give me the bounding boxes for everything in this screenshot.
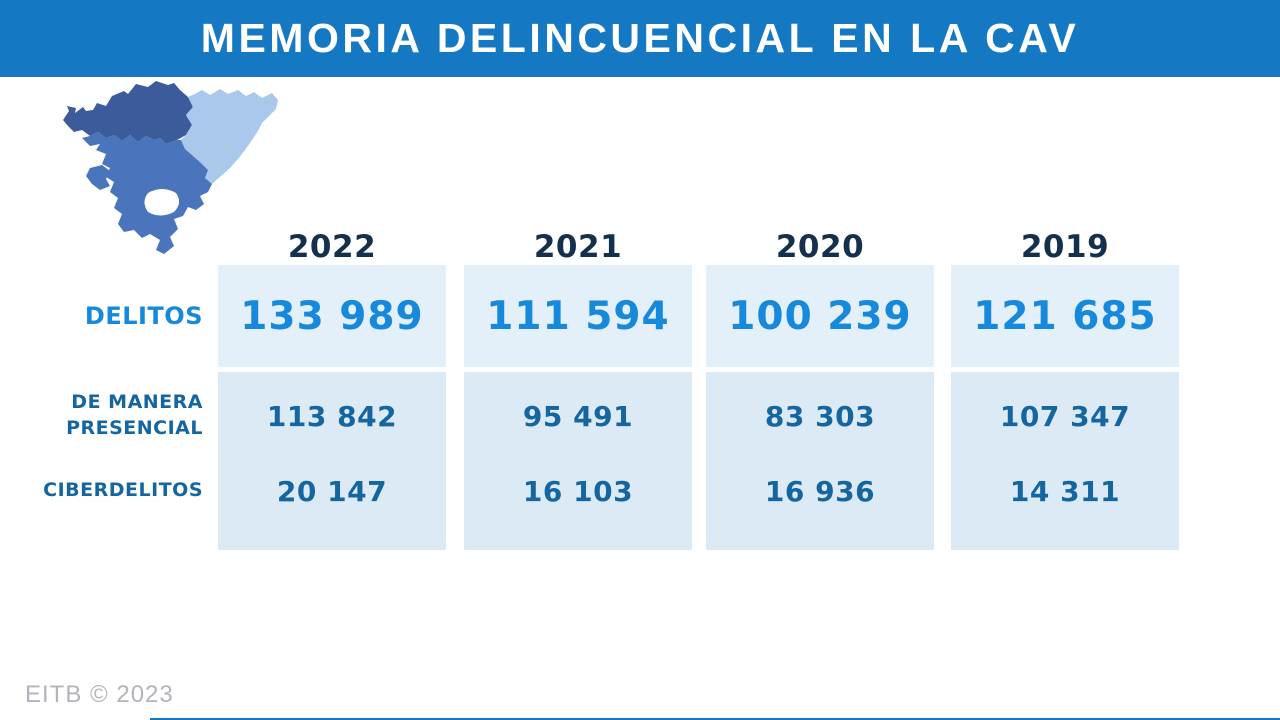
province-araba-shape	[82, 132, 212, 254]
delitos-value: 121 685	[973, 293, 1157, 339]
ciberdelitos-value: 16 103	[522, 474, 634, 508]
trevino-enclave-shape	[144, 189, 180, 216]
year-column-2022: 2022 133 989 113 842 20 147	[218, 228, 446, 550]
page-title: MEMORIA DELINCUENCIAL EN LA CAV	[200, 15, 1080, 61]
year-header: 2021	[533, 228, 623, 265]
ciberdelitos-label: CIBERDELITOS	[43, 479, 203, 502]
row-labels-column: DELITOS DE MANERA PRESENCIAL CIBERDELITO…	[0, 228, 203, 550]
province-gipuzkoa-shape	[181, 89, 278, 184]
delitos-cell: 111 594	[464, 265, 692, 367]
basque-country-map-svg	[63, 81, 278, 254]
year-column-2019: 2019 121 685 107 347 14 311	[951, 228, 1179, 550]
delitos-cell: 100 239	[706, 265, 934, 367]
breakdown-cell: 83 303 16 936	[706, 372, 934, 550]
title-banner: MEMORIA DELINCUENCIAL EN LA CAV	[0, 0, 1280, 77]
presencial-value: 107 347	[999, 399, 1131, 433]
breakdown-cell: 95 491 16 103	[464, 372, 692, 550]
secondary-labels: DE MANERA PRESENCIAL CIBERDELITOS	[0, 372, 203, 550]
presencial-label: DE MANERA PRESENCIAL	[66, 391, 203, 439]
delitos-cell: 121 685	[951, 265, 1179, 367]
delitos-label: DELITOS	[84, 302, 203, 330]
presencial-value: 83 303	[764, 399, 876, 433]
delitos-label-row: DELITOS	[0, 265, 203, 367]
year-column-2021: 2021 111 594 95 491 16 103	[464, 228, 692, 550]
year-header: 2020	[775, 228, 865, 265]
delitos-cell: 133 989	[218, 265, 446, 367]
ciberdelitos-value: 16 936	[764, 474, 876, 508]
delitos-value: 111 594	[486, 293, 670, 339]
bottom-accent-line	[150, 718, 1280, 720]
year-header: 2019	[1020, 228, 1110, 265]
province-bizkaia-shape	[63, 81, 193, 144]
labels-spacer	[0, 228, 203, 265]
delitos-value: 133 989	[240, 293, 424, 339]
araba-west-exclave-shape	[86, 165, 110, 190]
ciberdelitos-value: 20 147	[276, 474, 388, 508]
breakdown-cell: 107 347 14 311	[951, 372, 1179, 550]
credit-text: EITB © 2023	[25, 681, 174, 708]
year-header: 2022	[287, 228, 377, 265]
ciberdelitos-value: 14 311	[1009, 474, 1121, 508]
year-column-2020: 2020 100 239 83 303 16 936	[706, 228, 934, 550]
breakdown-cell: 113 842 20 147	[218, 372, 446, 550]
presencial-value: 113 842	[266, 399, 398, 433]
presencial-value: 95 491	[522, 399, 634, 433]
basque-country-map	[62, 80, 282, 258]
delitos-value: 100 239	[728, 293, 912, 339]
